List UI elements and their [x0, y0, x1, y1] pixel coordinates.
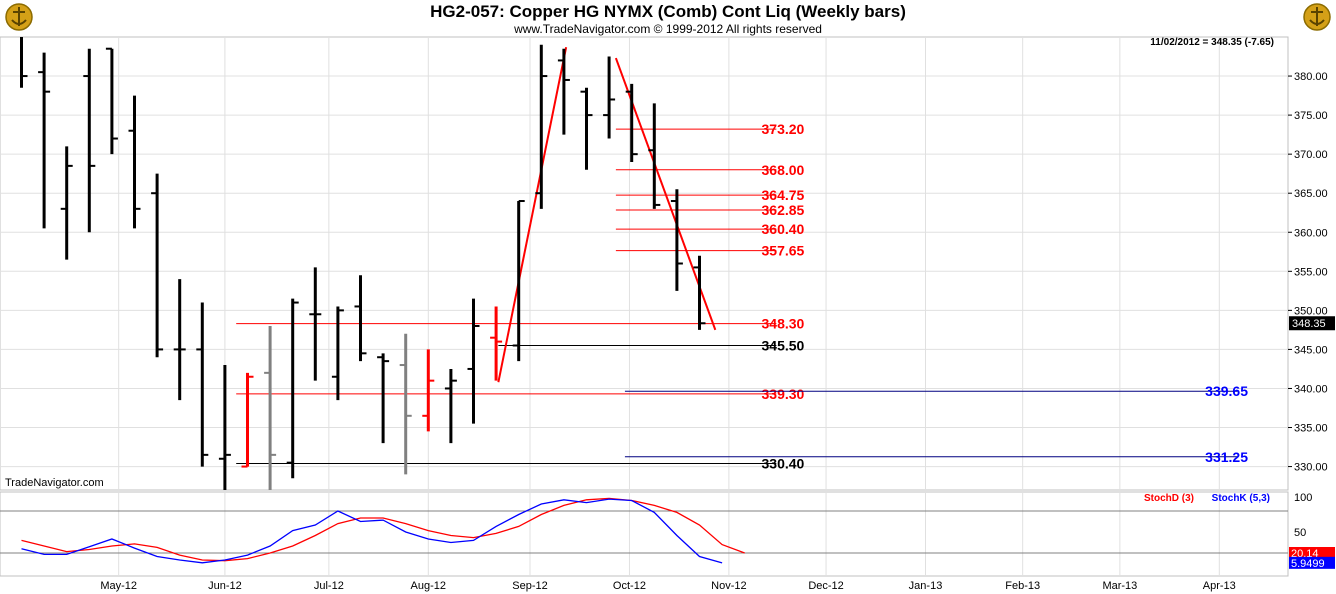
price-tick-label: 330.00: [1294, 462, 1328, 474]
date-tick-label: Sep-12: [512, 580, 547, 592]
date-tick-label: Aug-12: [411, 580, 446, 592]
legend-entry: StochD (3): [1144, 493, 1194, 504]
date-tick-label: Mar-13: [1102, 580, 1137, 592]
ohlc-bar: [399, 333, 412, 475]
ohlc-bar: [467, 298, 480, 424]
price-level-label: 348.30: [762, 316, 805, 332]
last-price-box: [1289, 316, 1335, 331]
price-tick-label: 370.00: [1294, 149, 1328, 161]
main-plot-area: [0, 36, 1289, 491]
price-level-label: 360.40: [762, 221, 805, 237]
ohlc-bar: [490, 306, 503, 381]
ohlc-bar: [422, 349, 435, 432]
ohlc-bar: [309, 267, 322, 381]
price-readout: 11/02/2012 = 348.35 (-7.65): [1150, 37, 1274, 48]
ohlc-bar: [241, 372, 254, 468]
ohlc-bar: [648, 103, 661, 209]
price-tick-label: 340.00: [1294, 383, 1328, 395]
stochastic-lines: [21, 497, 745, 564]
price-tick-label: 350.00: [1294, 305, 1328, 317]
ohlc-bar: [331, 306, 344, 401]
ohlc-bar: [128, 95, 141, 229]
date-tick-label: Oct-12: [613, 580, 646, 592]
stochastic-series-line: [21, 498, 723, 564]
ohlc-bar: [60, 146, 73, 260]
legend-entry: StochK (5,3): [1212, 493, 1270, 504]
ohlc-bar: [196, 302, 209, 467]
ohlc-bar: [264, 325, 277, 490]
date-tick-label: Feb-13: [1005, 580, 1040, 592]
indicator-last-label: 5.9499: [1291, 558, 1325, 570]
ohlc-bar: [377, 353, 390, 444]
trade-navigator-logo-icon: [1303, 3, 1331, 31]
ohlc-bar: [535, 44, 548, 209]
ohlc-bar: [38, 52, 51, 229]
indicator-tick-label: 50: [1294, 527, 1306, 539]
date-tick-label: Dec-12: [808, 580, 843, 592]
price-tick-label: 355.00: [1294, 266, 1328, 278]
ohlc-bar: [512, 200, 525, 362]
date-tick-label: Jul-12: [314, 580, 344, 592]
ohlc-bar: [83, 48, 96, 233]
date-tick-label: Apr-13: [1203, 580, 1236, 592]
price-level-label: 357.65: [762, 243, 805, 259]
copyright-text: www.TradeNavigator.com © 1999-2012 All r…: [514, 22, 822, 36]
ohlc-bar: [693, 255, 706, 330]
ohlc-bar: [625, 83, 638, 162]
price-level-label: 362.85: [762, 202, 805, 218]
price-level-label: 331.25: [1205, 449, 1248, 465]
price-level-label: 373.20: [762, 121, 805, 137]
ohlc-bar: [444, 368, 457, 444]
ohlc-bar: [20, 37, 28, 88]
indicator-grid: [0, 492, 1288, 576]
watermark-text: TradeNavigator.com: [5, 477, 104, 489]
ohlc-bar: [354, 275, 367, 362]
date-axis: May-12 Jun-12 Jul-12 Aug-12 Sep-12 Oct-12 Nov-…: [100, 580, 1235, 592]
trade-navigator-logo-icon: [5, 3, 33, 31]
price-tick-label: 375.00: [1294, 110, 1328, 122]
price-level-label: 330.40: [762, 455, 805, 471]
ohlc-bar: [580, 87, 593, 170]
indicator-tick-label: 100: [1294, 492, 1312, 504]
indicator-last-box: [1289, 547, 1335, 559]
price-level-label: 345.50: [762, 338, 805, 354]
indicator-plot-area: [0, 491, 1289, 577]
last-price-label: 348.35: [1292, 318, 1326, 330]
price-axis: 330.00 335.00 340.00 345.00 350.00 355.00 360.…: [1288, 71, 1335, 474]
indicator-last-box: [1289, 556, 1335, 569]
trendline: [497, 46, 568, 383]
price-level-label: 364.75: [762, 187, 805, 203]
ohlc-bar: [670, 189, 683, 291]
price-level-label: 368.00: [762, 162, 805, 178]
price-tick-label: 335.00: [1294, 423, 1328, 435]
date-tick-label: Jun-12: [208, 580, 242, 592]
price-level-label: 339.65: [1205, 383, 1248, 399]
ohlc-bar: [286, 298, 299, 479]
price-tick-label: 380.00: [1294, 71, 1328, 83]
ohlc-bar: [105, 47, 118, 155]
ohlc-bars: [20, 37, 706, 490]
price-tick-label: 345.00: [1294, 344, 1328, 356]
ohlc-bar: [173, 279, 186, 401]
ohlc-bar: [218, 365, 231, 490]
chart-title: HG2-057: Copper HG NYMX (Comb) Cont Liq …: [430, 2, 906, 21]
date-tick-label: Nov-12: [711, 580, 746, 592]
ohlc-bar: [151, 173, 164, 358]
price-grid: [0, 37, 1288, 490]
indicator-legend: StochD (3) StochK (5,3): [1144, 493, 1270, 504]
price-tick-label: 365.00: [1294, 188, 1328, 200]
price-level-label: 339.30: [762, 386, 805, 402]
date-tick-label: May-12: [100, 580, 137, 592]
price-tick-label: 360.00: [1294, 227, 1328, 239]
ohlc-bar: [557, 48, 570, 135]
ohlc-bar: [603, 56, 616, 139]
date-tick-label: Jan-13: [909, 580, 943, 592]
